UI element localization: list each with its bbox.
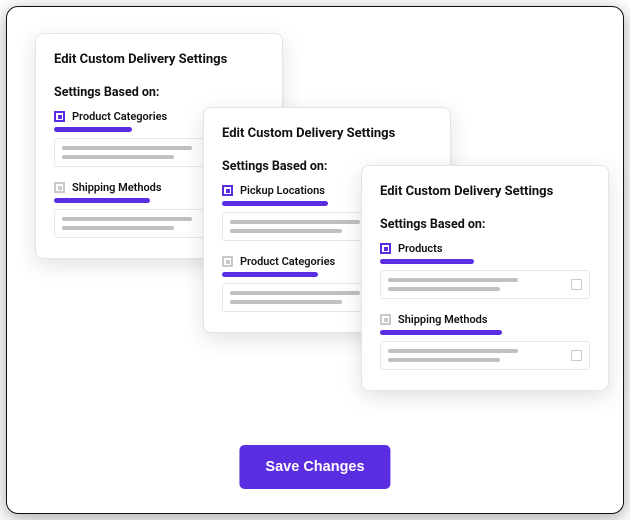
checkbox-icon — [222, 185, 233, 196]
checkbox-icon — [54, 111, 65, 122]
option-row-products[interactable]: Products — [380, 242, 590, 255]
option-label: Shipping Methods — [72, 181, 162, 194]
option-label: Pickup Locations — [240, 184, 325, 197]
settings-card: Edit Custom Delivery Settings Settings B… — [361, 165, 609, 391]
app-container: Edit Custom Delivery Settings Settings B… — [6, 6, 624, 514]
accent-bar — [380, 330, 502, 335]
card-title: Edit Custom Delivery Settings — [54, 52, 264, 67]
accent-bar — [380, 259, 474, 264]
placeholder-lines — [388, 277, 563, 291]
save-changes-button[interactable]: Save Changes — [239, 445, 390, 489]
mini-checkbox-icon — [571, 279, 582, 290]
mini-checkbox-icon — [571, 350, 582, 361]
checkbox-icon — [222, 256, 233, 267]
card-title: Edit Custom Delivery Settings — [380, 184, 590, 199]
field-placeholder[interactable] — [380, 270, 590, 299]
option-label: Shipping Methods — [398, 313, 488, 326]
accent-bar — [54, 127, 132, 132]
card-subtitle: Settings Based on: — [380, 217, 590, 232]
field-placeholder[interactable] — [380, 341, 590, 370]
checkbox-icon — [54, 182, 65, 193]
checkbox-icon — [380, 314, 391, 325]
accent-bar — [222, 272, 318, 277]
accent-bar — [222, 201, 328, 206]
option-label: Products — [398, 242, 443, 255]
card-title: Edit Custom Delivery Settings — [222, 126, 432, 141]
card-subtitle: Settings Based on: — [54, 85, 264, 100]
option-label: Product Categories — [72, 110, 167, 123]
placeholder-lines — [388, 348, 563, 362]
option-row-shipping-methods[interactable]: Shipping Methods — [380, 313, 590, 326]
option-label: Product Categories — [240, 255, 335, 268]
checkbox-icon — [380, 243, 391, 254]
accent-bar — [54, 198, 150, 203]
